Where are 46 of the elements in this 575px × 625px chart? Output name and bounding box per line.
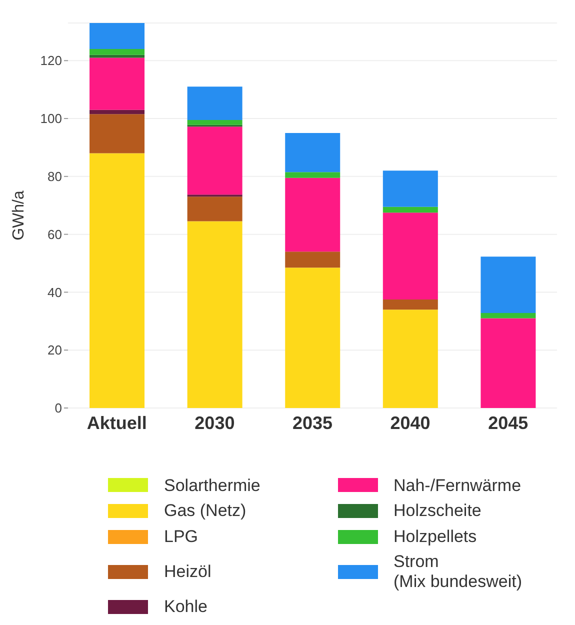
- bar: [382, 299, 438, 310]
- legend-label: LPG: [164, 526, 198, 546]
- y-tick-label: 120: [40, 53, 62, 68]
- bar: [187, 126, 242, 195]
- bar: [382, 206, 438, 213]
- x-tick-label: 2040: [390, 412, 430, 433]
- bar: [187, 196, 242, 222]
- legend-label: Holzscheite: [394, 501, 482, 521]
- bar: [187, 86, 242, 120]
- y-tick-label: 40: [48, 284, 62, 300]
- bar: [382, 170, 438, 207]
- bar: [480, 313, 536, 318]
- legend-label: Nah-/Fernwärme: [394, 476, 522, 496]
- bar: [382, 310, 438, 408]
- bar: [90, 114, 145, 154]
- bar: [90, 49, 145, 55]
- bar: [285, 172, 340, 178]
- bar: [285, 268, 340, 408]
- bar: [187, 221, 242, 408]
- legend-label: Solarthermie: [164, 476, 260, 496]
- y-tick-label: 20: [48, 342, 62, 358]
- bar: [480, 256, 536, 314]
- bar: [285, 178, 340, 252]
- x-tick-label: 2030: [194, 412, 235, 433]
- legend-label: Heizöl: [164, 562, 212, 582]
- bar: [187, 120, 242, 125]
- bar: [480, 318, 536, 408]
- bar: [285, 252, 340, 268]
- legend-label: Strom (Mix bundesweit): [394, 552, 522, 592]
- bar: [90, 23, 145, 50]
- y-axis-title: GWh/a: [10, 190, 28, 240]
- bar: [90, 110, 145, 114]
- legend-label: Gas (Netz): [164, 501, 246, 521]
- bar: [382, 212, 438, 300]
- y-tick-label: 60: [48, 226, 62, 242]
- y-tick-label: 0: [54, 400, 62, 416]
- y-tick-label: 80: [48, 169, 62, 184]
- legend-label: Holzpellets: [394, 526, 477, 546]
- bar: [285, 133, 340, 172]
- bar: [90, 58, 145, 110]
- bar: [90, 153, 145, 408]
- x-tick-label: 2035: [292, 412, 333, 433]
- x-tick-label: Aktuell: [86, 412, 147, 433]
- y-tick-label: 100: [40, 111, 62, 126]
- x-tick-label: 2045: [488, 412, 528, 433]
- legend-label: Kohle: [164, 597, 208, 617]
